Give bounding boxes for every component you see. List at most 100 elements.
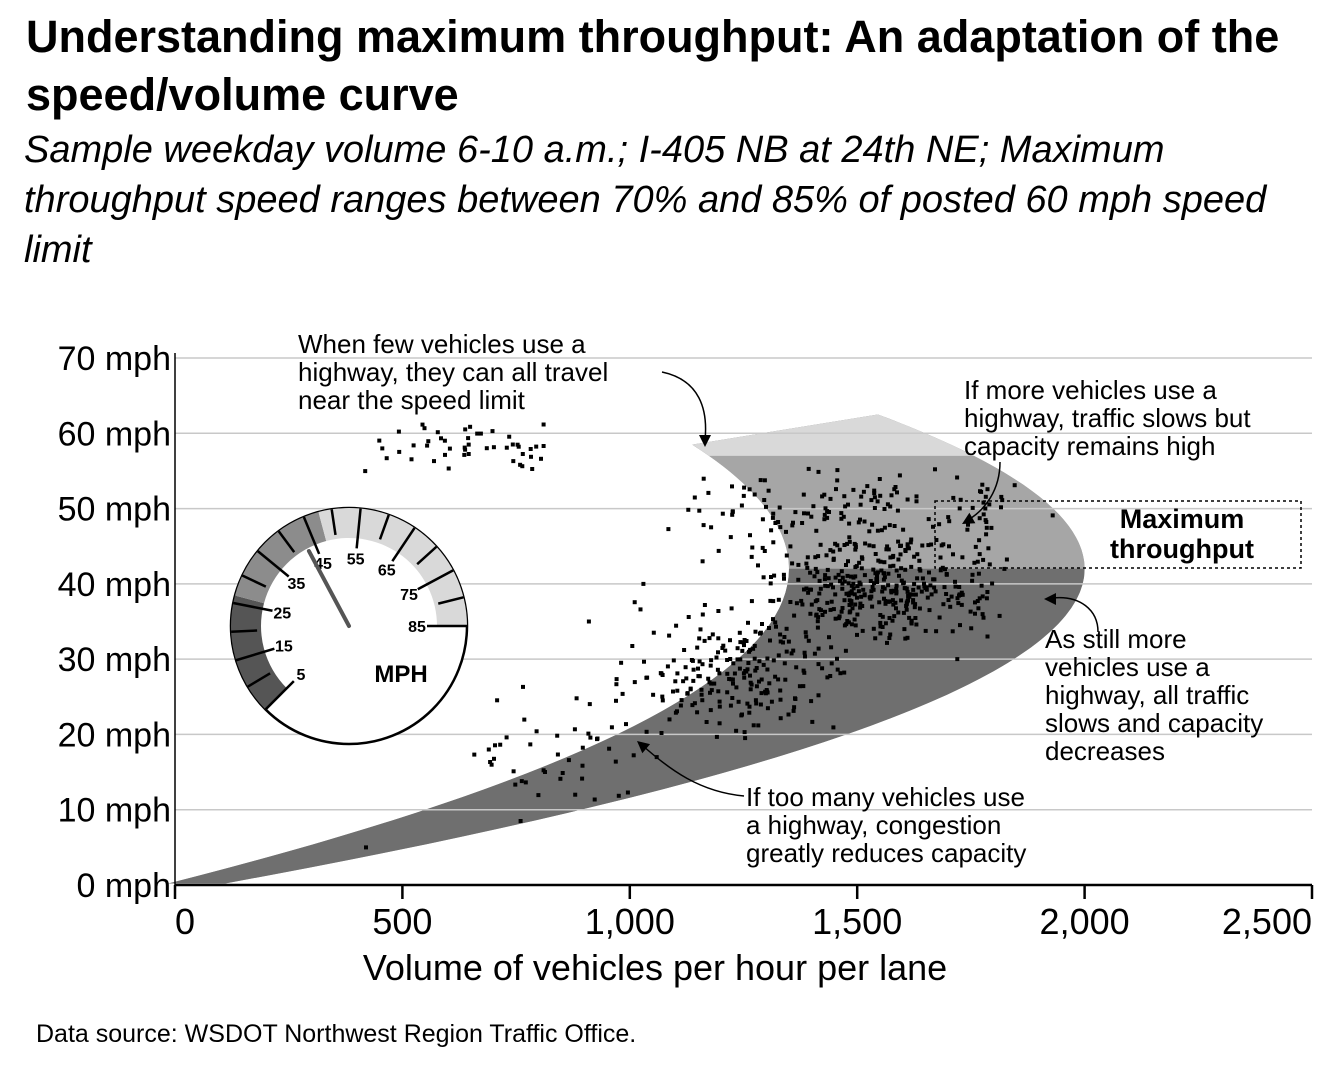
data-point [720,511,725,516]
data-point [759,691,764,696]
data-point [631,753,636,758]
annotation-still-more: vehicles use a [1045,652,1210,682]
data-point [727,677,732,681]
data-point [823,573,828,578]
data-point [845,573,850,578]
data-point [697,636,702,641]
y-tick-label: 0 mph [77,867,172,905]
data-point [380,446,385,451]
data-point [691,678,696,683]
data-point [802,511,806,516]
data-point [717,671,722,676]
data-point [885,502,890,507]
data-point [848,590,853,595]
data-point [747,704,752,709]
gauge-tick [256,550,290,578]
data-point [772,573,777,578]
data-point [624,722,628,727]
data-point [614,698,618,703]
data-point [872,506,877,510]
data-point [872,491,877,496]
data-point [831,585,835,590]
data-point [881,577,886,582]
data-point [843,648,848,653]
data-point [875,580,880,584]
data-point [985,487,990,492]
data-point [782,576,786,581]
data-point [543,770,547,774]
data-point [883,601,888,606]
data-point [857,580,862,585]
data-point [734,685,739,690]
data-point [989,525,994,530]
x-tick-label: 1,000 [585,901,675,942]
data-point [825,675,830,680]
data-point [916,585,921,590]
data-point [919,589,924,594]
data-point [997,613,1002,618]
data-point [699,687,704,692]
data-point [742,730,747,735]
data-point [959,602,964,607]
data-point [620,691,625,696]
data-point [981,557,986,562]
data-point [801,492,806,497]
data-point [812,574,817,579]
data-point [951,552,955,557]
data-point [881,571,886,576]
data-point [891,602,896,607]
data-point [580,763,585,768]
data-point [897,473,902,478]
data-point [491,445,496,450]
data-point [630,644,635,648]
data-point [1050,513,1055,518]
data-point [852,592,857,597]
data-point [828,674,833,678]
data-point [901,610,906,615]
data-point [784,626,789,631]
data-point [833,592,838,597]
data-point [942,585,947,590]
data-point [815,625,820,630]
data-point [858,502,863,507]
data-point [706,676,711,681]
gauge-tick [233,601,273,613]
data-point [950,629,955,634]
data-point [750,545,755,550]
x-axis-title: Volume of vehicles per hour per lane [363,947,947,988]
data-point [872,495,877,500]
data-point [912,605,917,610]
data-point [490,429,495,434]
data-point [747,710,752,715]
data-point [863,541,868,546]
data-point [767,681,772,686]
data-point [836,572,841,577]
data-point [840,575,845,580]
data-point [443,452,447,457]
data-point [898,544,903,548]
data-point [534,444,539,449]
data-point [489,762,494,767]
data-point [675,709,679,714]
data-point [842,494,847,499]
data-point [896,610,901,615]
data-point [829,599,834,604]
annotation-still-more: highway, all traffic [1045,680,1249,710]
data-point [873,571,878,576]
data-point [844,622,849,627]
data-point [536,793,541,798]
data-point [776,597,781,602]
data-point [883,599,888,603]
data-point [878,624,883,629]
data-point [909,564,914,569]
data-point [871,587,876,592]
data-point [837,614,842,619]
data-point [852,617,857,622]
data-point [488,760,493,764]
data-point [902,586,907,591]
x-tick-label: 0 [175,901,195,942]
data-point [638,607,643,612]
data-point [816,469,821,474]
data-point [737,666,742,671]
data-point [746,620,750,625]
